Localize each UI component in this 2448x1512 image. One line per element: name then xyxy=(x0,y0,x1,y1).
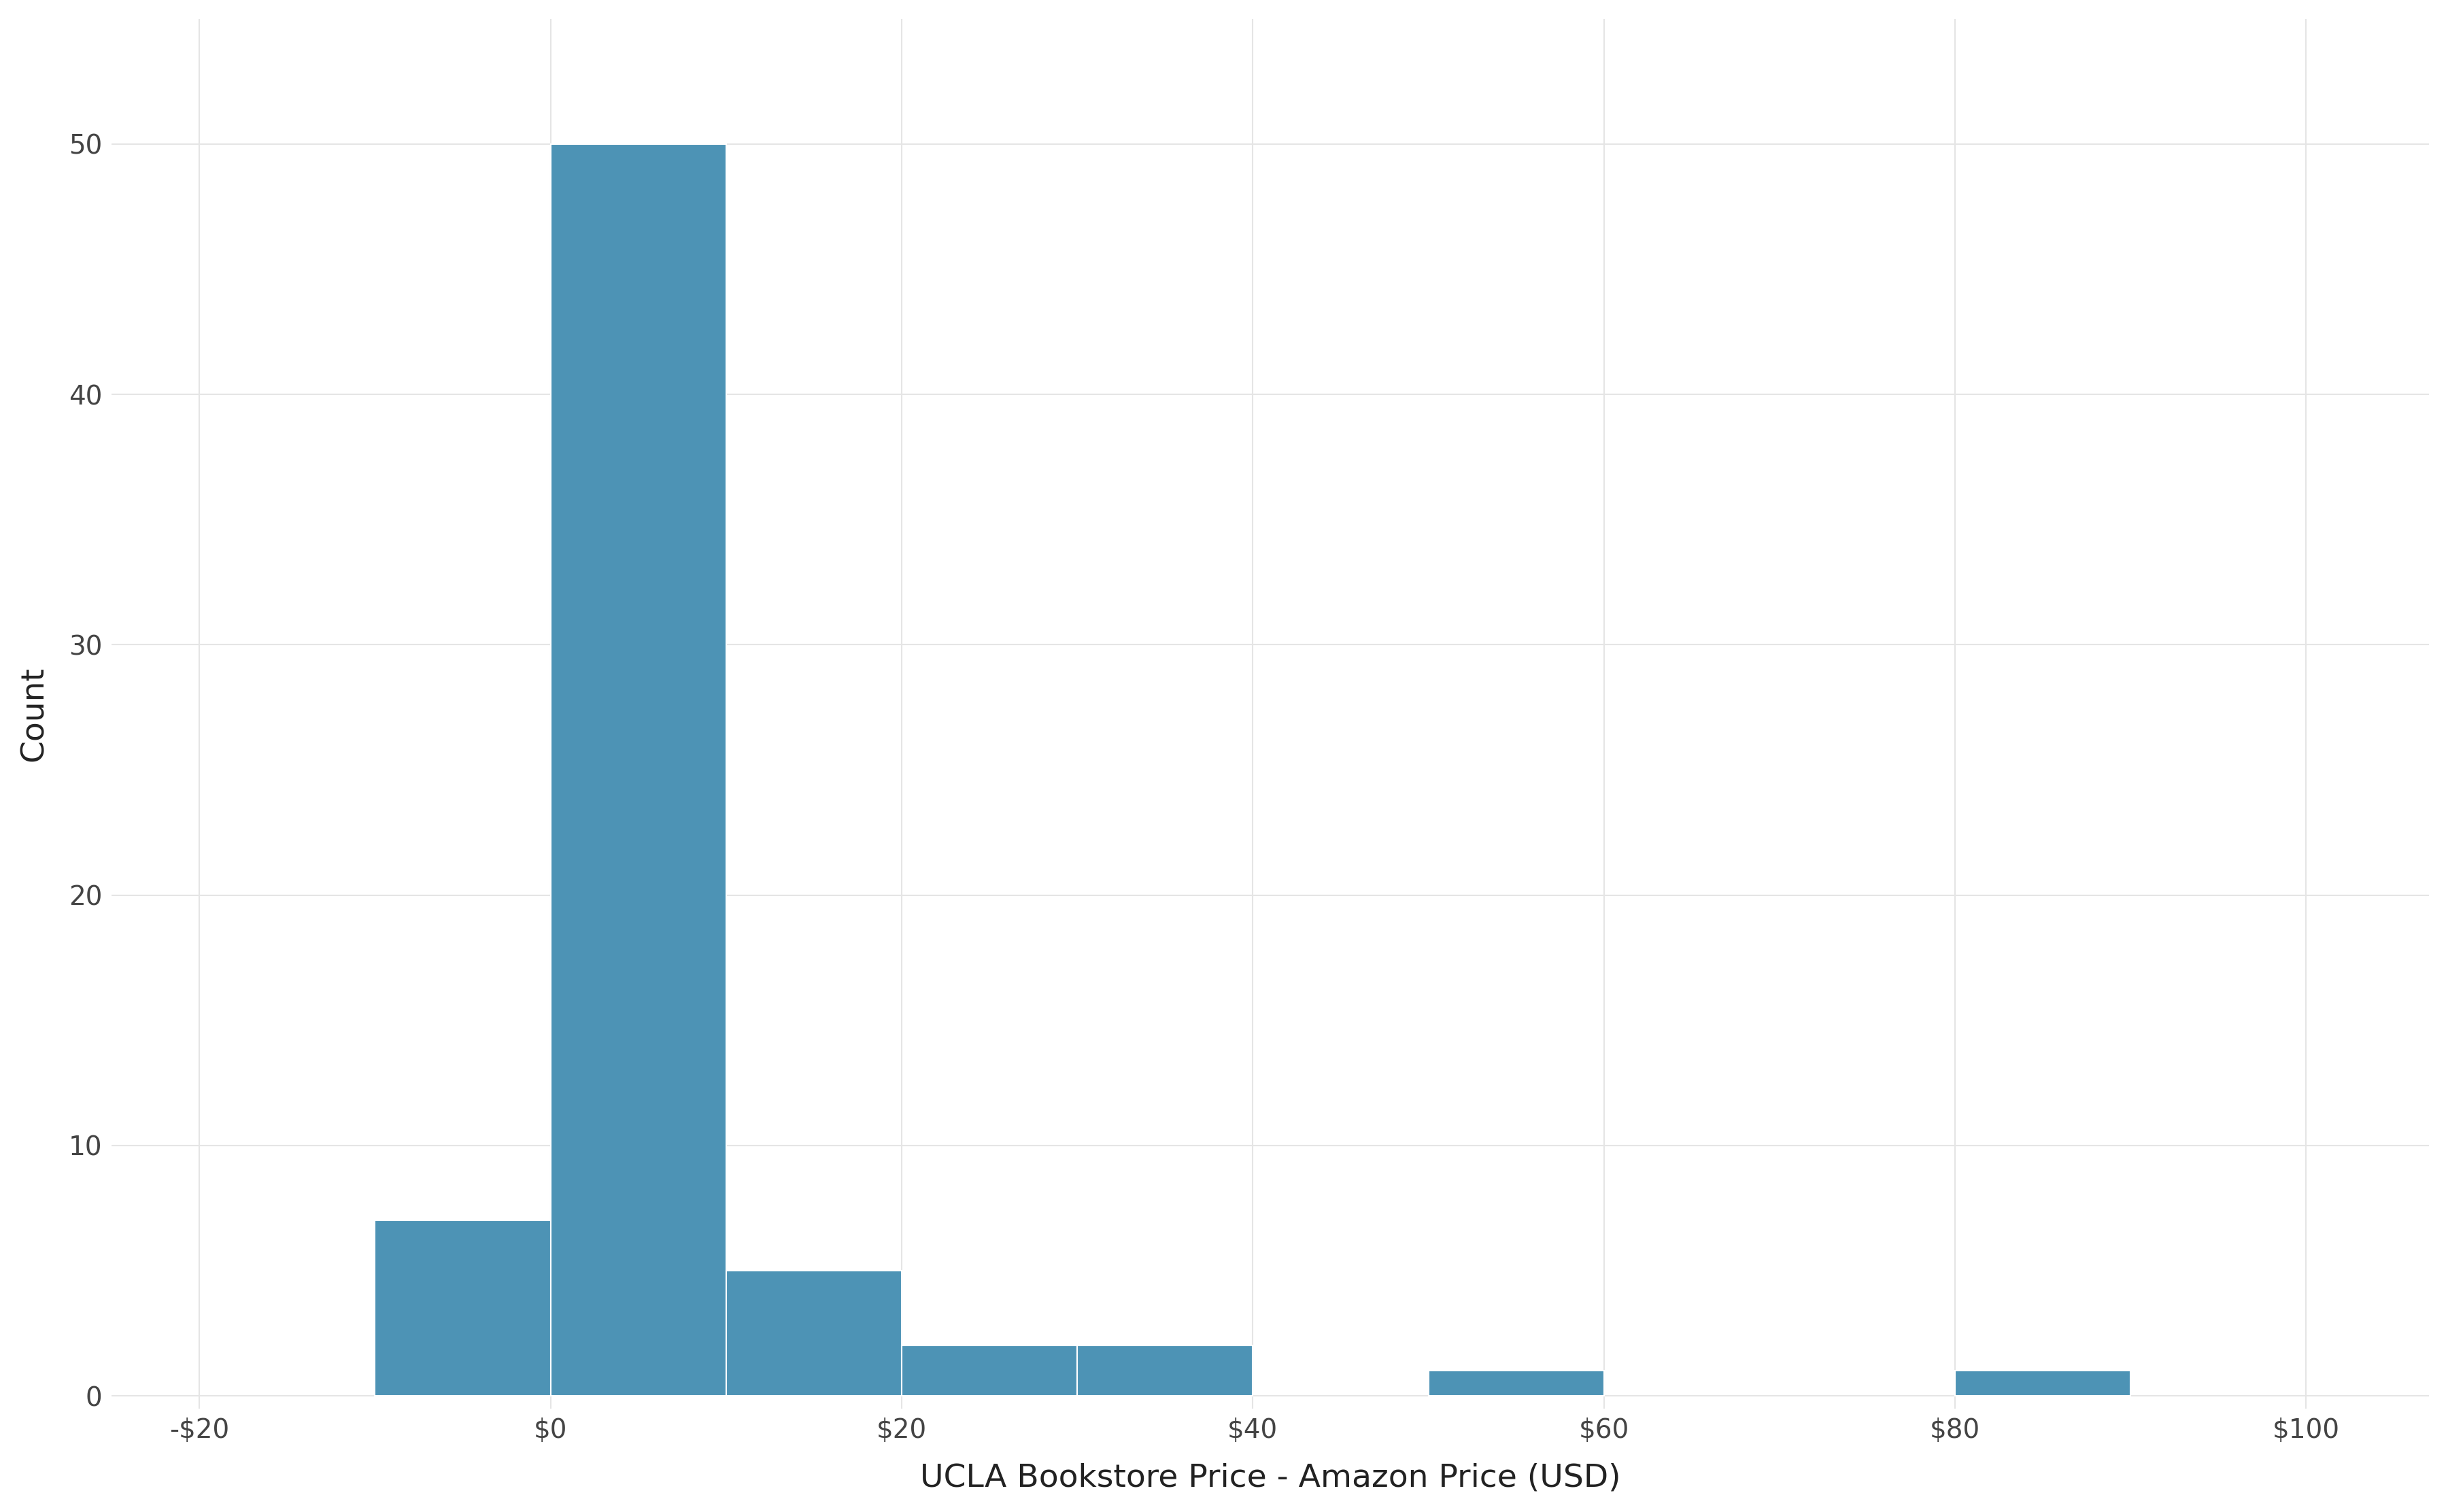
X-axis label: UCLA Bookstore Price - Amazon Price (USD): UCLA Bookstore Price - Amazon Price (USD… xyxy=(920,1462,1621,1494)
Bar xyxy=(1427,1371,1603,1396)
Bar xyxy=(375,1220,551,1396)
Bar xyxy=(1077,1346,1253,1396)
Bar xyxy=(901,1346,1077,1396)
Bar xyxy=(1956,1371,2130,1396)
Y-axis label: Count: Count xyxy=(20,665,49,761)
Bar xyxy=(727,1270,901,1396)
Bar xyxy=(551,144,727,1396)
